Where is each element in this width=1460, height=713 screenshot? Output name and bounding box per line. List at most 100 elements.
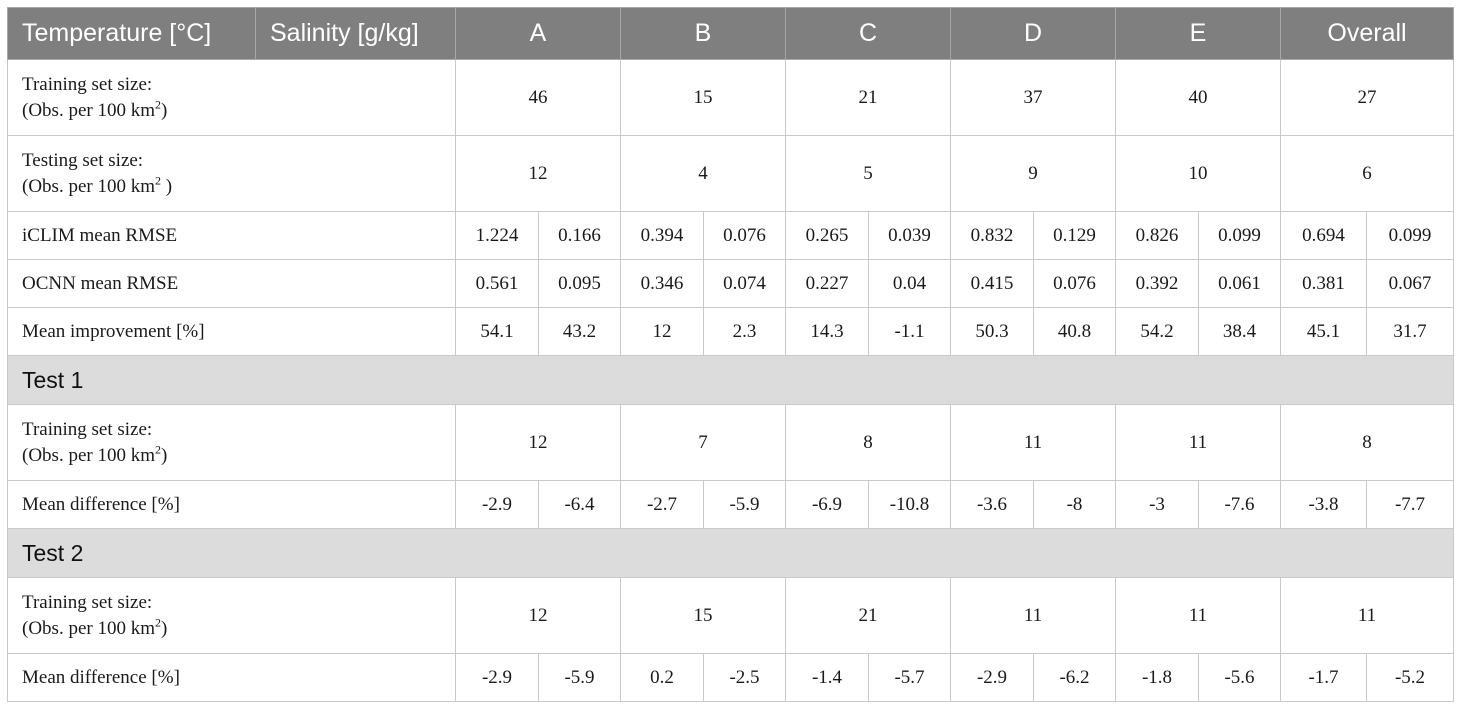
cell: 54.2 <box>1115 307 1199 356</box>
cell: 0.832 <box>950 211 1034 260</box>
cell: 12 <box>455 135 621 212</box>
cell: 43.2 <box>538 307 621 356</box>
cell: 0.095 <box>538 259 621 308</box>
cell: 21 <box>785 577 951 654</box>
test1-heading: Test 1 <box>7 355 1454 405</box>
cell: 12 <box>455 404 621 481</box>
results-table: Temperature [°C] Salinity [g/kg] A B C D… <box>7 7 1454 702</box>
cell: 0.166 <box>538 211 621 260</box>
test1-section-row: Test 1 <box>7 355 1454 405</box>
cell: 54.1 <box>455 307 539 356</box>
cell: 0.394 <box>620 211 704 260</box>
cell: 8 <box>1280 404 1454 481</box>
test2-heading: Test 2 <box>7 528 1454 578</box>
cell: 0.04 <box>868 259 951 308</box>
training-size-label: Training set size: (Obs. per 100 km2) <box>7 577 456 654</box>
cell: 11 <box>1115 404 1281 481</box>
cell: -6.9 <box>785 480 869 529</box>
cell: 40 <box>1115 59 1281 136</box>
test2-mean-difference-row: Mean difference [%] -2.9 -5.9 0.2 -2.5 -1.… <box>7 653 1454 702</box>
cell: -5.7 <box>868 653 951 702</box>
header-salinity: Salinity [g/kg] <box>255 7 456 60</box>
cell: 12 <box>620 307 704 356</box>
ocnn-label: OCNN mean RMSE <box>7 259 456 308</box>
test2-training-size-row: Training set size: (Obs. per 100 km2) 12… <box>7 577 1454 654</box>
cell: -5.9 <box>703 480 786 529</box>
cell: 4 <box>620 135 786 212</box>
cell: 0.227 <box>785 259 869 308</box>
cell: 0.099 <box>1198 211 1281 260</box>
mean-difference-label: Mean difference [%] <box>7 653 456 702</box>
test1-mean-difference-row: Mean difference [%] -2.9 -6.4 -2.7 -5.9 -6… <box>7 480 1454 529</box>
cell: 46 <box>455 59 621 136</box>
header-row: Temperature [°C] Salinity [g/kg] A B C D… <box>7 7 1454 60</box>
cell: -10.8 <box>868 480 951 529</box>
cell: 45.1 <box>1280 307 1367 356</box>
cell: 2.3 <box>703 307 786 356</box>
cell: 37 <box>950 59 1116 136</box>
cell: -3 <box>1115 480 1199 529</box>
cell: -1.7 <box>1280 653 1367 702</box>
cell: 0.2 <box>620 653 704 702</box>
cell: 0.826 <box>1115 211 1199 260</box>
cell: -5.6 <box>1198 653 1281 702</box>
cell: 0.561 <box>455 259 539 308</box>
cell: 15 <box>620 59 786 136</box>
cell: -5.9 <box>538 653 621 702</box>
cell: 0.076 <box>703 211 786 260</box>
cell: 40.8 <box>1033 307 1116 356</box>
header-region-e: E <box>1115 7 1281 60</box>
cell: 21 <box>785 59 951 136</box>
cell: 15 <box>620 577 786 654</box>
test2-section-row: Test 2 <box>7 528 1454 578</box>
cell: 9 <box>950 135 1116 212</box>
cell: 11 <box>1280 577 1454 654</box>
cell: 0.381 <box>1280 259 1367 308</box>
cell: -8 <box>1033 480 1116 529</box>
cell: -6.4 <box>538 480 621 529</box>
ocnn-row: OCNN mean RMSE 0.561 0.095 0.346 0.074 0.2… <box>7 259 1454 308</box>
cell: -2.9 <box>455 480 539 529</box>
cell: 0.076 <box>1033 259 1116 308</box>
training-size-row: Training set size: (Obs. per 100 km2) 46… <box>7 59 1454 136</box>
improvement-label: Mean improvement [%] <box>7 307 456 356</box>
cell: 6 <box>1280 135 1454 212</box>
cell: -7.7 <box>1366 480 1454 529</box>
cell: 0.067 <box>1366 259 1454 308</box>
cell: 5 <box>785 135 951 212</box>
cell: -1.4 <box>785 653 869 702</box>
cell: 11 <box>950 404 1116 481</box>
cell: 8 <box>785 404 951 481</box>
cell: 14.3 <box>785 307 869 356</box>
header-region-d: D <box>950 7 1116 60</box>
cell: -1.8 <box>1115 653 1199 702</box>
cell: 0.129 <box>1033 211 1116 260</box>
test1-training-size-row: Training set size: (Obs. per 100 km2) 12… <box>7 404 1454 481</box>
cell: 0.694 <box>1280 211 1367 260</box>
cell: 0.346 <box>620 259 704 308</box>
cell: -7.6 <box>1198 480 1281 529</box>
cell: 27 <box>1280 59 1454 136</box>
cell: -2.7 <box>620 480 704 529</box>
improvement-row: Mean improvement [%] 54.1 43.2 12 2.3 14.3… <box>7 307 1454 356</box>
header-overall: Overall <box>1280 7 1454 60</box>
cell: 1.224 <box>455 211 539 260</box>
cell: 0.061 <box>1198 259 1281 308</box>
cell: 50.3 <box>950 307 1034 356</box>
header-region-c: C <box>785 7 951 60</box>
cell: 0.074 <box>703 259 786 308</box>
header-temperature: Temperature [°C] <box>7 7 256 60</box>
cell: -5.2 <box>1366 653 1454 702</box>
cell: 12 <box>455 577 621 654</box>
training-size-label: Training set size: (Obs. per 100 km2) <box>7 59 456 136</box>
cell: 0.099 <box>1366 211 1454 260</box>
iclim-label: iCLIM mean RMSE <box>7 211 456 260</box>
cell: 0.392 <box>1115 259 1199 308</box>
iclim-row: iCLIM mean RMSE 1.224 0.166 0.394 0.076 0.… <box>7 211 1454 260</box>
testing-size-label: Testing set size: (Obs. per 100 km2 ) <box>7 135 456 212</box>
cell: 7 <box>620 404 786 481</box>
cell: 10 <box>1115 135 1281 212</box>
cell: 11 <box>1115 577 1281 654</box>
cell: -2.9 <box>950 653 1034 702</box>
mean-difference-label: Mean difference [%] <box>7 480 456 529</box>
